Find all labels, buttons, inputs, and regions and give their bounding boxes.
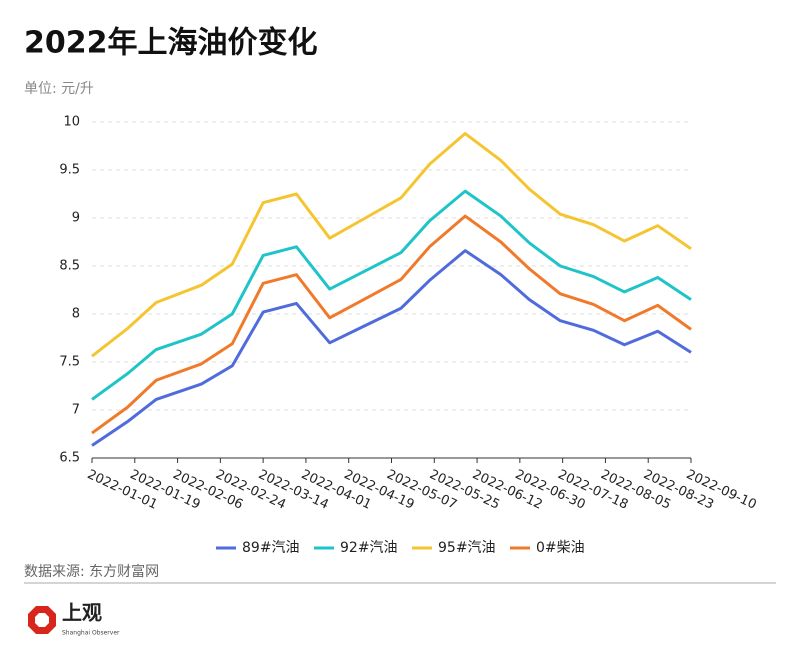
legend-label: 92#汽油 bbox=[340, 540, 398, 556]
y-tick-label: 7.5 bbox=[59, 355, 80, 370]
y-tick-label: 8 bbox=[72, 307, 80, 322]
logo-icon-inner bbox=[35, 613, 49, 627]
source: 数据来源: 东方财富网 bbox=[24, 563, 159, 580]
series-line bbox=[91, 214, 692, 435]
legend-label: 89#汽油 bbox=[242, 540, 300, 556]
chart-title: 2022年上海油价变化 bbox=[24, 26, 318, 61]
series-line bbox=[91, 189, 692, 401]
y-tick-label: 7 bbox=[72, 403, 80, 418]
y-tick-label: 9 bbox=[72, 211, 80, 226]
logo-name: 上观 bbox=[62, 601, 102, 625]
series-line bbox=[91, 249, 692, 447]
chart-subtitle: 单位: 元/升 bbox=[24, 81, 94, 97]
y-tick-label: 6.5 bbox=[59, 451, 80, 466]
series-line bbox=[91, 132, 692, 358]
legend-label: 95#汽油 bbox=[438, 540, 496, 556]
legend-label: 0#柴油 bbox=[536, 540, 585, 556]
logo-english: Shanghai Observer bbox=[62, 630, 120, 637]
y-tick-label: 10 bbox=[63, 115, 80, 130]
y-tick-label: 9.5 bbox=[59, 163, 80, 178]
y-tick-label: 8.5 bbox=[59, 259, 80, 274]
